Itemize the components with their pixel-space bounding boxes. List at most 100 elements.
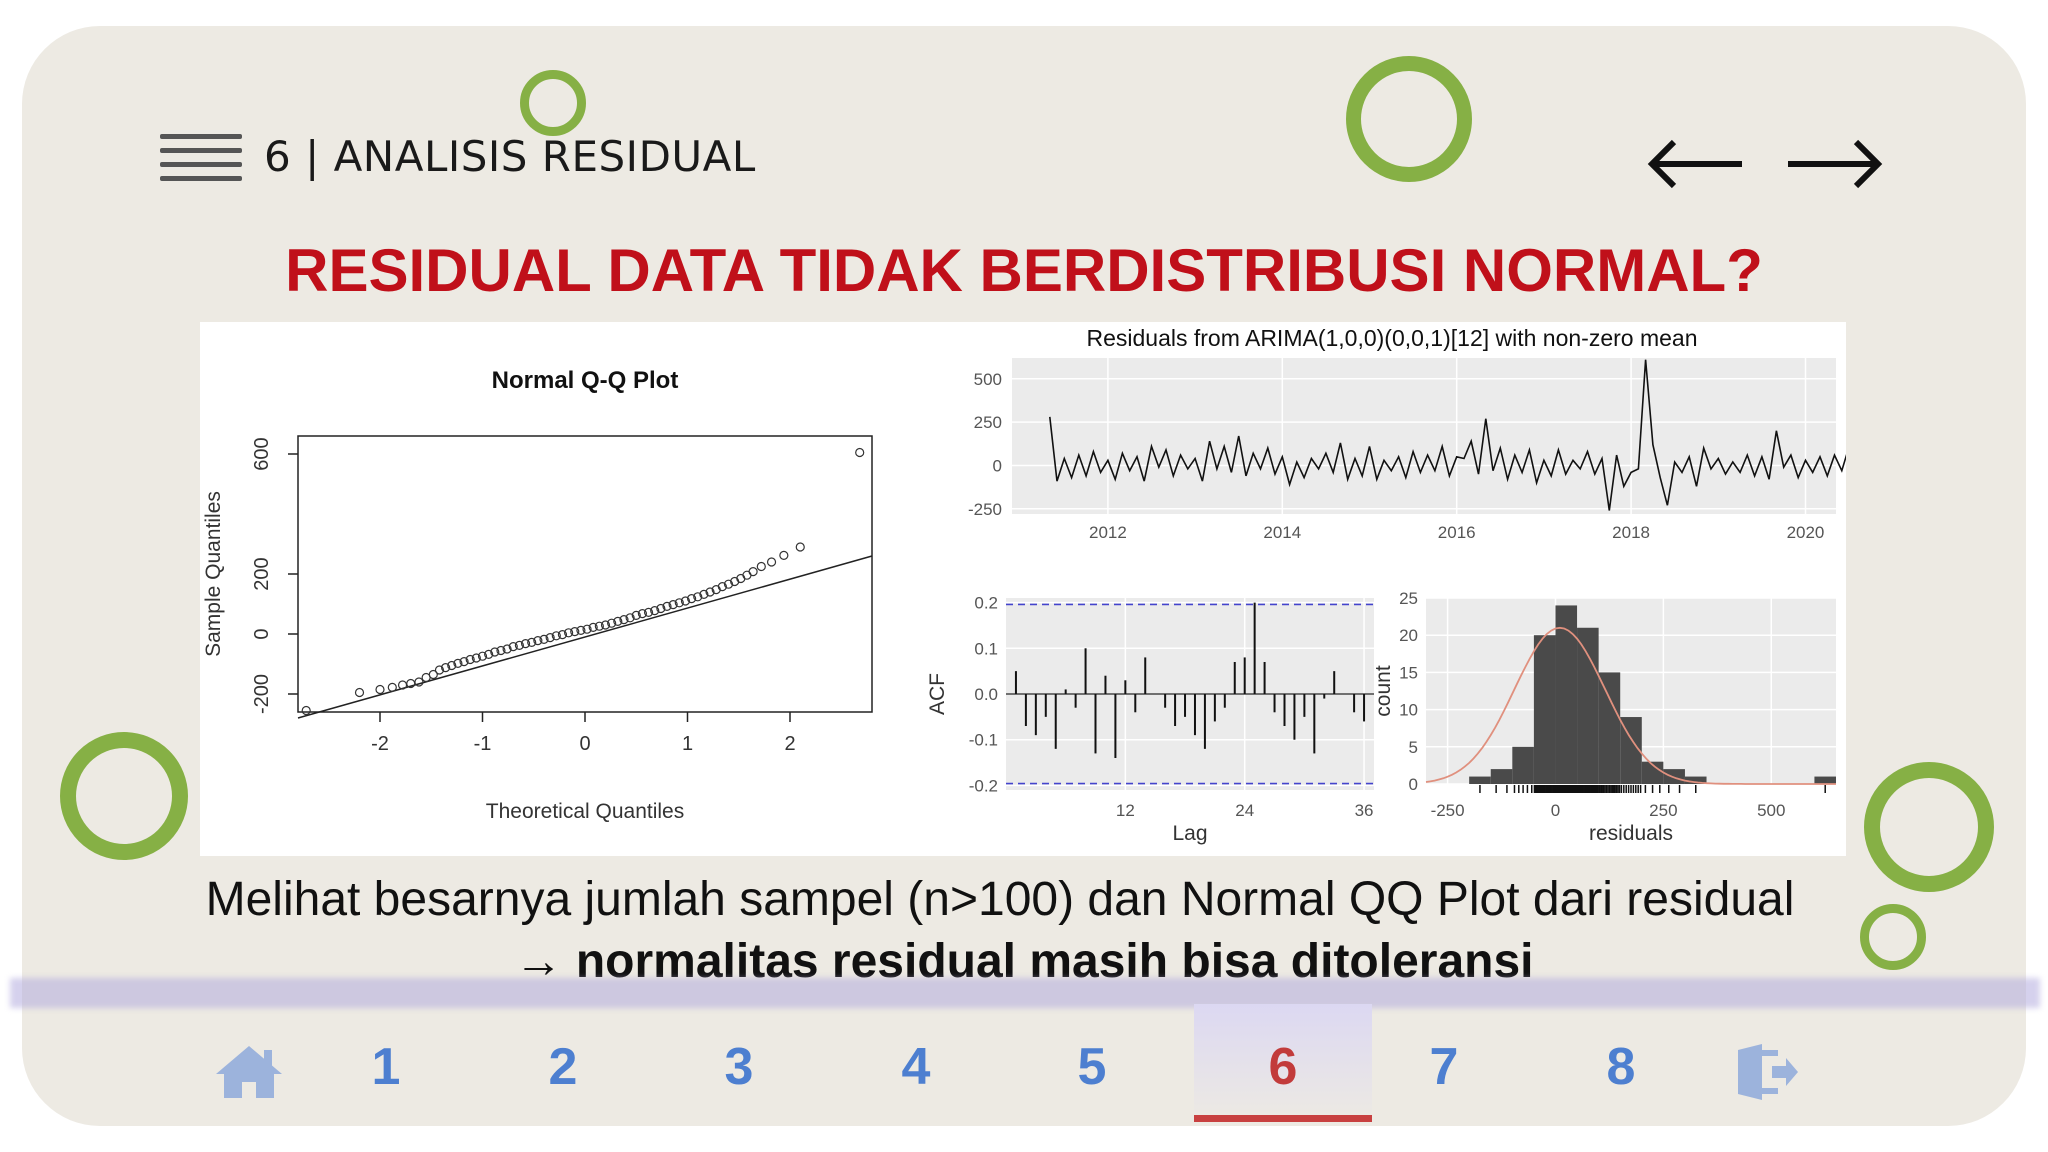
qq-point (387, 682, 397, 692)
qq-point (631, 610, 641, 620)
hist-bar (1641, 761, 1664, 784)
ts-x-tick-label: 2018 (1612, 523, 1650, 542)
qq-y-tick-label: -200 (251, 674, 273, 714)
qq-point (766, 557, 777, 567)
ts-y-tick-label: 500 (974, 370, 1002, 389)
hist-y-tick-label: 5 (1409, 738, 1418, 757)
nav-home[interactable] (160, 1004, 338, 1122)
nav-item-7[interactable]: 7 (1355, 1004, 1533, 1122)
qq-point (699, 589, 709, 599)
qq-point (447, 660, 457, 671)
hist-x-axis-label: residuals (1589, 822, 1673, 845)
hist-y-tick-label: 15 (1399, 663, 1418, 682)
hist-bar (1598, 672, 1621, 784)
qq-point (619, 615, 629, 625)
qq-point (588, 622, 598, 632)
qq-point (545, 633, 555, 643)
qq-point (301, 705, 311, 716)
qq-point (650, 606, 660, 616)
qq-point (459, 657, 469, 667)
prev-slide-button[interactable] (1646, 136, 1746, 192)
nav-item-4[interactable]: 4 (827, 1004, 1005, 1122)
next-slide-button[interactable] (1784, 136, 1884, 192)
qq-point (428, 669, 438, 680)
nav-item-8[interactable]: 8 (1532, 1004, 1710, 1122)
qq-point (723, 579, 734, 589)
nav-item-6[interactable]: 6 (1194, 1004, 1372, 1122)
hist-bar (1620, 717, 1642, 784)
arrow-right-icon (1788, 139, 1883, 189)
qq-point (668, 600, 678, 610)
nav-item-3[interactable]: 3 (650, 1004, 828, 1122)
qq-point (687, 594, 697, 604)
qq-point (502, 644, 512, 654)
nav-item-1[interactable]: 1 (297, 1004, 475, 1122)
nav-label-2: 2 (548, 1038, 578, 1096)
qq-point (557, 630, 568, 640)
hist-bar (1814, 776, 1836, 784)
qq-point (465, 654, 475, 665)
hist-x-tick-label: -250 (1431, 801, 1465, 820)
qq-point (717, 582, 727, 592)
qq-point (551, 631, 561, 641)
ts-y-tick-label: 250 (974, 413, 1002, 432)
nav-item-5[interactable]: 5 (1003, 1004, 1181, 1122)
qq-point (637, 609, 647, 619)
decor-ring-right-small (1860, 904, 1926, 970)
qq-point (680, 596, 691, 606)
qq-point (496, 645, 506, 656)
exit-door-icon (1738, 1044, 1798, 1100)
hist-y-tick-label: 25 (1399, 589, 1418, 608)
hist-y-tick-label: 0 (1409, 775, 1418, 794)
divider-band (10, 978, 2040, 1008)
qq-plot-title: Normal Q-Q Plot (492, 367, 679, 394)
qq-point (607, 618, 617, 628)
qq-x-tick-label: 1 (682, 733, 693, 755)
qq-point (477, 651, 488, 661)
active-indicator (1194, 1115, 1372, 1122)
ts-x-tick-label: 2014 (1263, 523, 1301, 542)
qq-point (539, 634, 549, 644)
nav-item-2[interactable]: 2 (474, 1004, 652, 1122)
caption-line-1: Melihat besarnya jumlah sampel (n>100) d… (205, 873, 1795, 926)
qq-point (508, 642, 518, 652)
hist-bar (1490, 769, 1513, 784)
nav-exit[interactable] (1678, 1004, 1856, 1122)
arrow-left-icon (1647, 139, 1742, 189)
acf-y-axis-label: ACF (926, 673, 949, 715)
qq-plot-frame (297, 435, 873, 713)
qq-y-tick-label: 600 (251, 437, 273, 470)
qq-point (625, 613, 635, 623)
qq-point (576, 625, 586, 635)
hist-y-tick-label: 20 (1399, 626, 1418, 645)
nav-label-4: 4 (901, 1038, 931, 1096)
hist-bar (1684, 776, 1707, 784)
acf-x-tick-label: 36 (1355, 801, 1374, 820)
qq-point (656, 603, 666, 614)
qq-point (693, 592, 703, 602)
qq-point (756, 561, 766, 572)
hist-bar (1555, 605, 1578, 784)
nav-label-3: 3 (724, 1038, 754, 1096)
decor-ring-top-small (520, 70, 586, 136)
hist-bar (1577, 627, 1599, 784)
qq-point (564, 628, 574, 638)
ts-y-tick-label: -250 (968, 500, 1002, 519)
qq-point (354, 687, 365, 698)
ts-x-tick-label: 2012 (1089, 523, 1127, 542)
hamburger-menu-icon[interactable] (160, 130, 242, 190)
qq-point (855, 447, 865, 458)
nav-label-5: 5 (1077, 1038, 1107, 1096)
qq-y-axis-label: Sample Quantiles (202, 491, 225, 657)
ts-y-tick-label: 0 (993, 456, 1002, 475)
qq-point (582, 624, 592, 634)
acf-x-tick-label: 24 (1235, 801, 1254, 820)
nav-label-7: 7 (1429, 1038, 1459, 1096)
qq-point (600, 620, 611, 630)
qq-point (570, 627, 580, 637)
slide-title: RESIDUAL DATA TIDAK BERDISTRIBUSI NORMAL… (285, 237, 1763, 304)
acf-y-tick-label: 0.0 (974, 685, 998, 704)
hist-x-tick-label: 0 (1551, 801, 1560, 820)
decor-ring-top-large (1346, 56, 1472, 182)
qq-x-axis-label: Theoretical Quantiles (486, 800, 684, 823)
